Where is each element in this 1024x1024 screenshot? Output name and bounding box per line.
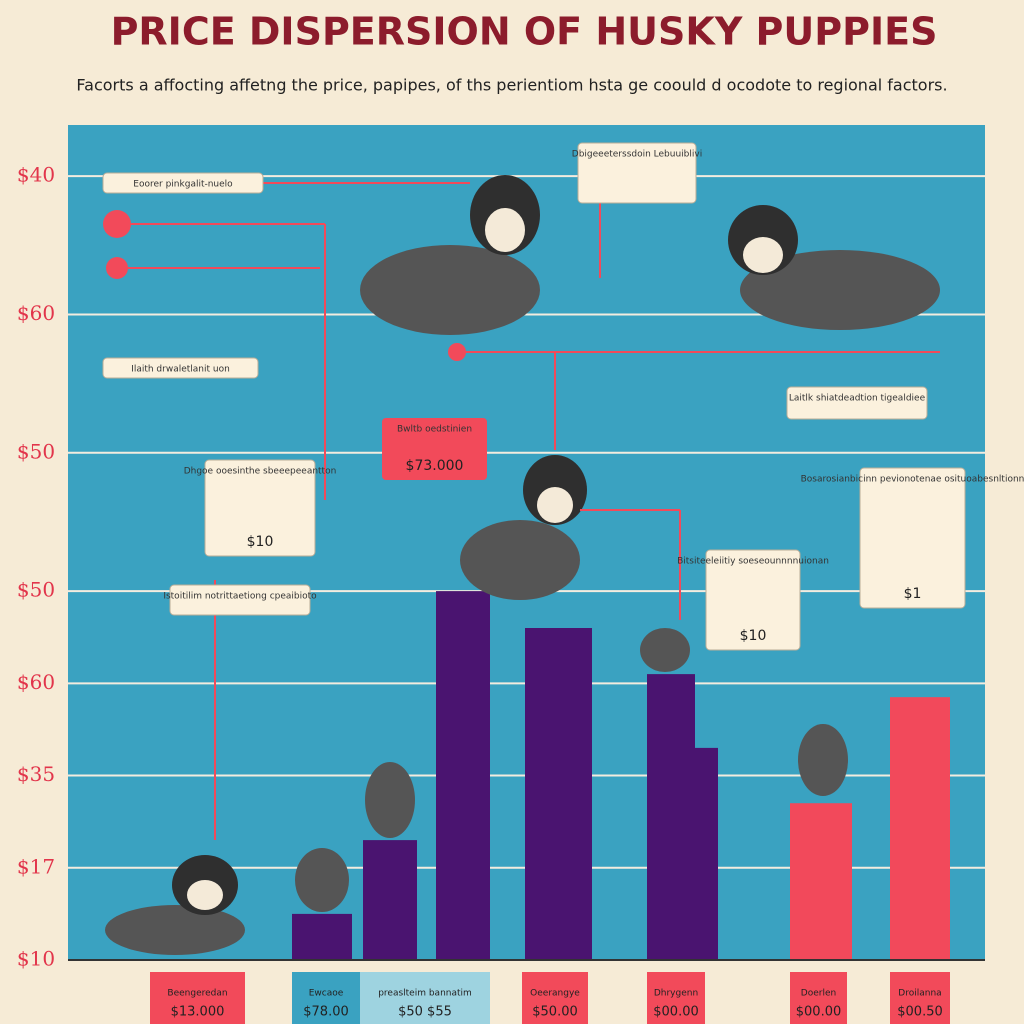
- marker-dot: [103, 210, 131, 238]
- annotation-box: [169, 584, 311, 616]
- bottom-label-box: [790, 972, 847, 1024]
- y-tick-label: $10: [17, 947, 55, 971]
- annotation-box: [102, 357, 259, 379]
- annotation-price: $10: [247, 534, 274, 550]
- bottom-label-title: Droilanna: [898, 989, 941, 999]
- annotation-price: $1: [904, 586, 922, 602]
- bottom-label-box: [360, 972, 490, 1024]
- bottom-label-box: [150, 972, 245, 1024]
- bottom-label-title: Oeerangye: [530, 989, 580, 999]
- annotation-box: [705, 549, 801, 651]
- bar: [648, 747, 718, 960]
- bottom-label-title: Dhrygenn: [654, 989, 698, 999]
- subtitle: Facorts a affocting affetng the price, p…: [76, 76, 947, 95]
- bottom-label-title: Ewcaoe: [309, 989, 344, 999]
- y-tick-label: $35: [17, 762, 55, 786]
- y-tick-label: $40: [17, 163, 55, 187]
- annotation-box: [382, 418, 487, 480]
- bottom-label-price: $50 $55: [398, 1005, 452, 1020]
- annotation-text: Dhgoe ooesinthe sbeeepeeantton: [184, 467, 337, 477]
- y-tick-label: $50: [17, 578, 55, 602]
- annotation-text: Bitsiteeleiitiy soeseounnnnuionan: [677, 557, 829, 567]
- bar: [525, 628, 592, 960]
- marker-dot: [448, 343, 466, 361]
- bottom-label-price: $00.00: [796, 1005, 842, 1020]
- dog: [105, 175, 940, 955]
- annotation-text: Ilaith drwaletlanit uon: [131, 365, 230, 375]
- annotation-text: Bwltb oedstinien: [397, 425, 472, 435]
- bottom-label-price: $50.00: [532, 1005, 578, 1020]
- annotation-box: [786, 386, 928, 420]
- bottom-label-title: Beengeredan: [167, 989, 227, 999]
- annotation-box: [204, 459, 316, 557]
- bottom-label-price: $00.00: [653, 1005, 699, 1020]
- y-tick-label: $60: [17, 301, 55, 325]
- bottom-label-box: [647, 972, 705, 1024]
- bottom-label-title: Doerlen: [801, 989, 836, 999]
- annotation-box: [102, 172, 264, 194]
- y-tick-label: $50: [17, 439, 55, 463]
- annotation-box: [859, 467, 966, 609]
- annotation-text: Eoorer pinkgalit-nuelo: [133, 180, 233, 190]
- bar: [790, 803, 852, 960]
- annotation-price: $73.000: [406, 458, 464, 474]
- bar: [436, 591, 490, 960]
- bar: [363, 840, 417, 960]
- bottom-label-title: preaslteim bannatim: [378, 989, 472, 999]
- bottom-label-price: $13.000: [171, 1005, 225, 1020]
- annotation-text: Istoitilim notrittaetiong cpeaibioto: [163, 592, 317, 602]
- annotation-text: Dbigeeeterssdoin Lebuuiblivi: [572, 150, 702, 160]
- bar: [292, 913, 352, 960]
- y-tick-label: $17: [17, 854, 55, 878]
- bottom-label-box: [890, 972, 950, 1024]
- y-tick-label: $60: [17, 670, 55, 694]
- bottom-label-price: $78.00: [303, 1005, 349, 1020]
- bottom-label-box: [522, 972, 588, 1024]
- bar: [890, 697, 950, 960]
- bottom-label-price: $00.50: [897, 1005, 943, 1020]
- marker-dot: [106, 257, 128, 279]
- annotation-price: $10: [740, 628, 767, 644]
- annotation-text: Bosarosianbicinn pevionotenae osituoabes…: [801, 475, 1024, 485]
- bottom-label-box: [292, 972, 360, 1024]
- chart-title: PRICE DISPERSION OF HUSKY PUPPIES: [111, 10, 938, 54]
- annotation-text: Laitlk shiatdeadtion tigealdiee: [789, 394, 926, 404]
- annotation-box: [577, 142, 697, 204]
